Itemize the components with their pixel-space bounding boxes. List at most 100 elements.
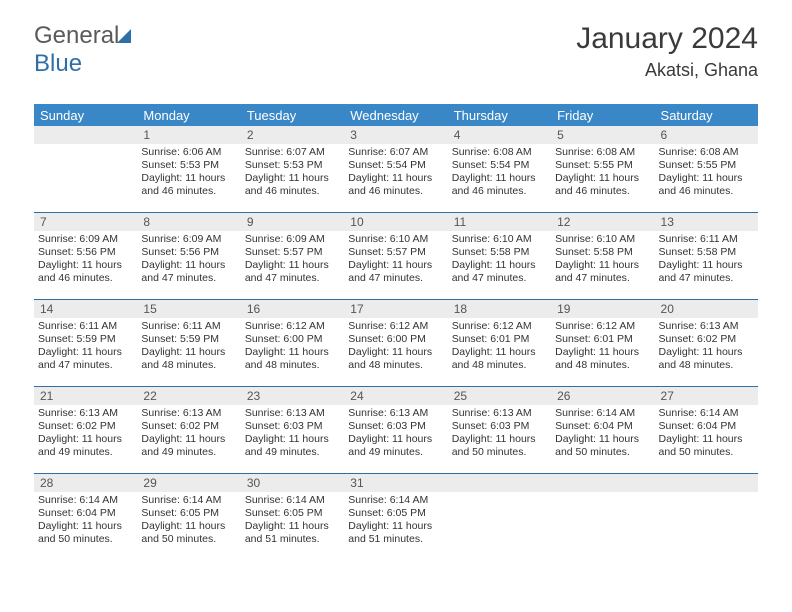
day-body: Sunrise: 6:14 AMSunset: 6:05 PMDaylight:… (344, 492, 447, 551)
daylight-line: Daylight: 11 hours and 49 minutes. (38, 433, 133, 459)
sunrise-line: Sunrise: 6:12 AM (245, 320, 340, 333)
sunset-line: Sunset: 5:53 PM (245, 159, 340, 172)
day-number: 24 (344, 387, 447, 405)
calendar-day: 26Sunrise: 6:14 AMSunset: 6:04 PMDayligh… (551, 387, 654, 473)
sunset-line: Sunset: 5:59 PM (141, 333, 236, 346)
day-number: 16 (241, 300, 344, 318)
day-body: Sunrise: 6:12 AMSunset: 6:01 PMDaylight:… (551, 318, 654, 377)
day-number: 21 (34, 387, 137, 405)
day-body: Sunrise: 6:13 AMSunset: 6:02 PMDaylight:… (34, 405, 137, 464)
day-body: Sunrise: 6:11 AMSunset: 5:59 PMDaylight:… (137, 318, 240, 377)
calendar: Sunday Monday Tuesday Wednesday Thursday… (34, 104, 758, 560)
daylight-line: Daylight: 11 hours and 49 minutes. (348, 433, 443, 459)
day-number: 3 (344, 126, 447, 144)
day-body: Sunrise: 6:08 AMSunset: 5:55 PMDaylight:… (655, 144, 758, 203)
sunset-line: Sunset: 6:01 PM (555, 333, 650, 346)
calendar-day: 20Sunrise: 6:13 AMSunset: 6:02 PMDayligh… (655, 300, 758, 386)
daylight-line: Daylight: 11 hours and 50 minutes. (555, 433, 650, 459)
day-number: 5 (551, 126, 654, 144)
sunrise-line: Sunrise: 6:11 AM (38, 320, 133, 333)
calendar-day: 5Sunrise: 6:08 AMSunset: 5:55 PMDaylight… (551, 126, 654, 212)
daylight-line: Daylight: 11 hours and 47 minutes. (555, 259, 650, 285)
day-number: 12 (551, 213, 654, 231)
calendar-day: 8Sunrise: 6:09 AMSunset: 5:56 PMDaylight… (137, 213, 240, 299)
calendar-day: 9Sunrise: 6:09 AMSunset: 5:57 PMDaylight… (241, 213, 344, 299)
sunset-line: Sunset: 5:53 PM (141, 159, 236, 172)
daylight-line: Daylight: 11 hours and 48 minutes. (141, 346, 236, 372)
sunrise-line: Sunrise: 6:09 AM (245, 233, 340, 246)
brand-part2: Blue (34, 50, 82, 77)
calendar-day: 7Sunrise: 6:09 AMSunset: 5:56 PMDaylight… (34, 213, 137, 299)
day-number: 14 (34, 300, 137, 318)
daylight-line: Daylight: 11 hours and 51 minutes. (245, 520, 340, 546)
day-body: Sunrise: 6:08 AMSunset: 5:54 PMDaylight:… (448, 144, 551, 203)
sunrise-line: Sunrise: 6:06 AM (141, 146, 236, 159)
weekday-header: Wednesday (344, 108, 447, 123)
day-body: Sunrise: 6:14 AMSunset: 6:04 PMDaylight:… (551, 405, 654, 464)
sunset-line: Sunset: 5:57 PM (245, 246, 340, 259)
day-body: Sunrise: 6:13 AMSunset: 6:03 PMDaylight:… (344, 405, 447, 464)
day-number: 9 (241, 213, 344, 231)
daylight-line: Daylight: 11 hours and 48 minutes. (348, 346, 443, 372)
sunrise-line: Sunrise: 6:10 AM (452, 233, 547, 246)
sunrise-line: Sunrise: 6:12 AM (348, 320, 443, 333)
calendar-day: 30Sunrise: 6:14 AMSunset: 6:05 PMDayligh… (241, 474, 344, 560)
sunset-line: Sunset: 5:58 PM (659, 246, 754, 259)
daylight-line: Daylight: 11 hours and 48 minutes. (555, 346, 650, 372)
sunset-line: Sunset: 6:04 PM (555, 420, 650, 433)
day-number: 10 (344, 213, 447, 231)
calendar-day: 22Sunrise: 6:13 AMSunset: 6:02 PMDayligh… (137, 387, 240, 473)
day-number (551, 474, 654, 492)
day-body: Sunrise: 6:14 AMSunset: 6:05 PMDaylight:… (137, 492, 240, 551)
daylight-line: Daylight: 11 hours and 46 minutes. (555, 172, 650, 198)
sunset-line: Sunset: 6:05 PM (348, 507, 443, 520)
calendar-day: 28Sunrise: 6:14 AMSunset: 6:04 PMDayligh… (34, 474, 137, 560)
calendar-day: 29Sunrise: 6:14 AMSunset: 6:05 PMDayligh… (137, 474, 240, 560)
daylight-line: Daylight: 11 hours and 47 minutes. (452, 259, 547, 285)
calendar-day: 27Sunrise: 6:14 AMSunset: 6:04 PMDayligh… (655, 387, 758, 473)
day-number: 22 (137, 387, 240, 405)
calendar-day (655, 474, 758, 560)
calendar-week: 21Sunrise: 6:13 AMSunset: 6:02 PMDayligh… (34, 386, 758, 473)
day-body: Sunrise: 6:14 AMSunset: 6:04 PMDaylight:… (34, 492, 137, 551)
day-number: 31 (344, 474, 447, 492)
day-number: 26 (551, 387, 654, 405)
sunset-line: Sunset: 5:54 PM (348, 159, 443, 172)
brand-logo: General Blue (34, 22, 131, 78)
sunset-line: Sunset: 5:55 PM (555, 159, 650, 172)
location-label: Akatsi, Ghana (576, 60, 758, 81)
sunset-line: Sunset: 6:02 PM (141, 420, 236, 433)
calendar-week: 14Sunrise: 6:11 AMSunset: 5:59 PMDayligh… (34, 299, 758, 386)
daylight-line: Daylight: 11 hours and 50 minutes. (452, 433, 547, 459)
calendar-day: 31Sunrise: 6:14 AMSunset: 6:05 PMDayligh… (344, 474, 447, 560)
calendar-day: 23Sunrise: 6:13 AMSunset: 6:03 PMDayligh… (241, 387, 344, 473)
sunset-line: Sunset: 6:05 PM (245, 507, 340, 520)
day-body: Sunrise: 6:12 AMSunset: 6:01 PMDaylight:… (448, 318, 551, 377)
sunset-line: Sunset: 5:56 PM (141, 246, 236, 259)
sunset-line: Sunset: 6:01 PM (452, 333, 547, 346)
day-body: Sunrise: 6:13 AMSunset: 6:03 PMDaylight:… (448, 405, 551, 464)
weekday-header-row: Sunday Monday Tuesday Wednesday Thursday… (34, 104, 758, 126)
sunrise-line: Sunrise: 6:11 AM (141, 320, 236, 333)
sunrise-line: Sunrise: 6:08 AM (659, 146, 754, 159)
day-number: 29 (137, 474, 240, 492)
day-number: 18 (448, 300, 551, 318)
sunset-line: Sunset: 6:03 PM (348, 420, 443, 433)
calendar-day: 12Sunrise: 6:10 AMSunset: 5:58 PMDayligh… (551, 213, 654, 299)
calendar-day: 4Sunrise: 6:08 AMSunset: 5:54 PMDaylight… (448, 126, 551, 212)
sunrise-line: Sunrise: 6:13 AM (245, 407, 340, 420)
day-number (34, 126, 137, 144)
weekday-header: Saturday (655, 108, 758, 123)
brand-part1: General (34, 22, 119, 49)
sunset-line: Sunset: 5:57 PM (348, 246, 443, 259)
day-body: Sunrise: 6:09 AMSunset: 5:57 PMDaylight:… (241, 231, 344, 290)
sunrise-line: Sunrise: 6:13 AM (348, 407, 443, 420)
sunset-line: Sunset: 6:05 PM (141, 507, 236, 520)
calendar-day: 21Sunrise: 6:13 AMSunset: 6:02 PMDayligh… (34, 387, 137, 473)
sunrise-line: Sunrise: 6:07 AM (348, 146, 443, 159)
daylight-line: Daylight: 11 hours and 50 minutes. (38, 520, 133, 546)
day-number: 27 (655, 387, 758, 405)
day-number: 13 (655, 213, 758, 231)
sunset-line: Sunset: 6:04 PM (659, 420, 754, 433)
day-number: 7 (34, 213, 137, 231)
